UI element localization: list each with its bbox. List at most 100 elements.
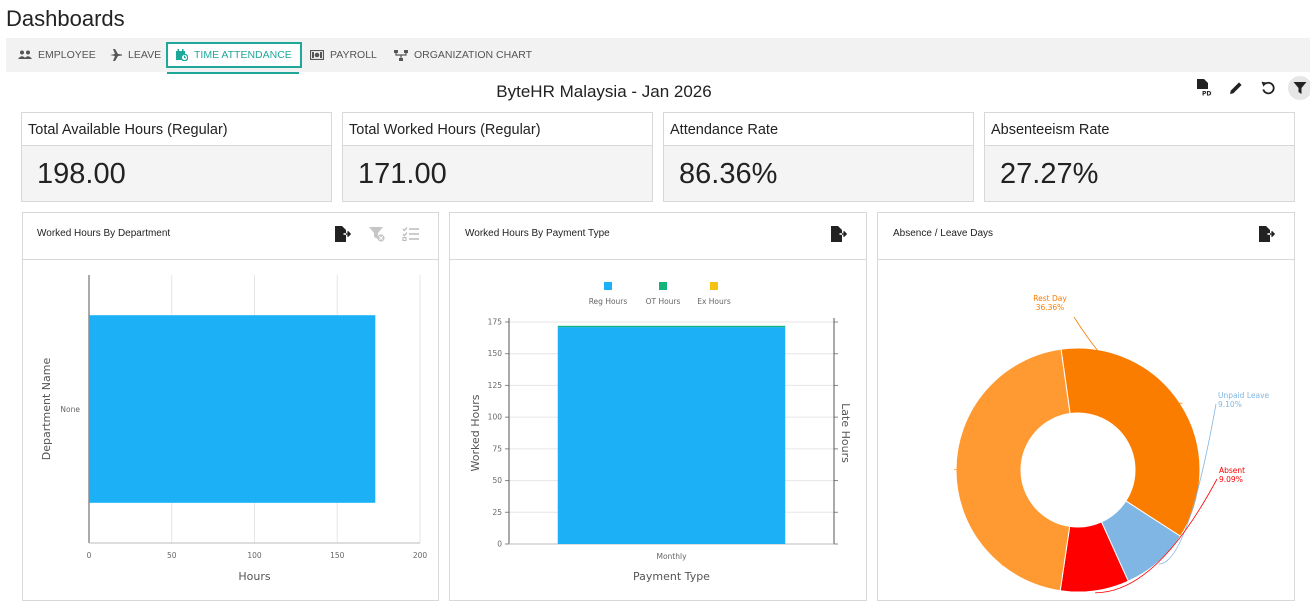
y-tick-label: 50 bbox=[492, 476, 502, 485]
active-tab-indicator bbox=[167, 72, 299, 74]
pdf-export-icon: PDF bbox=[1197, 79, 1212, 98]
edit-button[interactable] bbox=[1224, 76, 1248, 100]
legend-label: Reg Hours bbox=[589, 297, 628, 306]
y-tick-label: 0 bbox=[497, 540, 502, 549]
bar-none bbox=[89, 315, 376, 503]
slice-value: 9.09% bbox=[1219, 475, 1243, 484]
y-tick-label: 175 bbox=[488, 318, 503, 327]
slice-value: 45.45% bbox=[1002, 560, 1031, 569]
filter-icon bbox=[1293, 82, 1307, 94]
x-tick-label: 100 bbox=[247, 551, 262, 560]
legend-label: OT Hours bbox=[646, 297, 681, 306]
filter-button[interactable] bbox=[1288, 76, 1310, 100]
chart-worked-hours-by-payment-type: 0 25 50 75 100 125 150 175 Reg Hours OT Hours Ex H… bbox=[469, 282, 852, 583]
dashboard-tabs: EMPLOYEE LEAVE TIME ATTENDANCE PAYROLL O… bbox=[6, 38, 1310, 72]
kpi-value: 27.27% bbox=[1000, 158, 1099, 190]
slice-value: 36.36% bbox=[1036, 303, 1065, 312]
chart-worked-hours-by-department: 0 50 100 150 200 None Hours Department Name bbox=[40, 275, 428, 583]
kpi-label: Total Available Hours (Regular) bbox=[22, 113, 331, 146]
kpi-value: 171.00 bbox=[358, 158, 447, 190]
y-tick-label: 100 bbox=[488, 413, 503, 422]
slice-label: Absent bbox=[1219, 466, 1245, 475]
tab-label: ORGANIZATION CHART bbox=[414, 49, 533, 61]
users-icon bbox=[18, 50, 32, 59]
reset-button[interactable] bbox=[1256, 76, 1280, 100]
tab-label: TIME ATTENDANCE bbox=[194, 49, 292, 61]
y-tick-label: 75 bbox=[492, 444, 502, 453]
page-title: Dashboards bbox=[6, 6, 125, 31]
tab-label: PAYROLL bbox=[330, 49, 377, 61]
checklist-button[interactable] bbox=[402, 225, 420, 243]
panel-worked-hours-by-department: Worked Hours By Department 0 50 100 150 200 N… bbox=[22, 212, 439, 601]
export-button[interactable] bbox=[830, 225, 848, 243]
kpi-attendance-rate: Attendance Rate 86.36% bbox=[663, 112, 974, 202]
file-export-icon bbox=[831, 226, 848, 242]
y-tick-label: 150 bbox=[488, 349, 503, 358]
tab-employee[interactable]: EMPLOYEE bbox=[10, 42, 104, 68]
legend-swatch bbox=[604, 282, 612, 290]
y-axis-title: Worked Hours bbox=[469, 394, 482, 471]
panel-title: Absence / Leave Days bbox=[893, 228, 994, 239]
svg-text:PDF: PDF bbox=[1202, 91, 1212, 98]
kpi-label: Total Worked Hours (Regular) bbox=[343, 113, 652, 146]
kpi-total-available-hours: Total Available Hours (Regular) 198.00 bbox=[21, 112, 332, 202]
export-button[interactable] bbox=[1258, 225, 1276, 243]
pencil-icon bbox=[1230, 82, 1242, 94]
tab-time-attendance[interactable]: TIME ATTENDANCE bbox=[166, 42, 302, 68]
x-axis-title: Payment Type bbox=[633, 570, 710, 583]
tab-label: EMPLOYEE bbox=[38, 49, 96, 61]
export-button[interactable] bbox=[334, 225, 352, 243]
y-axis-title: Department Name bbox=[40, 358, 53, 461]
kpi-label: Attendance Rate bbox=[664, 113, 973, 146]
pdf-export-button[interactable]: PDF bbox=[1192, 76, 1216, 100]
report-toolbar: PDF bbox=[1192, 76, 1310, 100]
tab-label: LEAVE bbox=[128, 49, 162, 61]
slice-label: Rest Day bbox=[1033, 294, 1067, 303]
slice-day-off bbox=[955, 348, 1071, 592]
slice-label: Unpaid Leave bbox=[1218, 391, 1270, 400]
panel-absence-leave-days: Absence / Leave Days Rest Day 36.36% Unpai… bbox=[877, 212, 1295, 601]
kpi-total-worked-hours: Total Worked Hours (Regular) 171.00 bbox=[342, 112, 653, 202]
y-tick-label: 25 bbox=[492, 508, 502, 517]
file-export-icon bbox=[1259, 226, 1276, 242]
kpi-value: 198.00 bbox=[37, 158, 126, 190]
panel-title: Worked Hours By Department bbox=[37, 228, 171, 239]
filter-clear-icon bbox=[369, 227, 385, 242]
x-tick-label: 50 bbox=[167, 551, 177, 560]
slice-leader-line bbox=[954, 469, 1029, 553]
calendar-clock-icon bbox=[176, 49, 188, 61]
slice-rest-day bbox=[1060, 347, 1201, 537]
undo-icon bbox=[1261, 81, 1275, 95]
y-tick-label: None bbox=[60, 405, 80, 414]
x-tick-label: 0 bbox=[87, 551, 92, 560]
x-tick-label: Monthly bbox=[656, 552, 687, 561]
y2-axis-title: Late Hours bbox=[839, 403, 852, 463]
slice-value: 9.10% bbox=[1218, 400, 1242, 409]
slice-leader-line bbox=[1073, 316, 1183, 404]
bar-ot-hours bbox=[557, 325, 786, 328]
x-tick-label: 200 bbox=[413, 551, 428, 560]
kpi-value: 86.36% bbox=[679, 158, 778, 190]
slice-leader-line bbox=[1158, 403, 1217, 565]
x-axis-title: Hours bbox=[238, 570, 270, 583]
tab-payroll[interactable]: PAYROLL bbox=[302, 42, 385, 68]
slice-label: Day Off bbox=[1002, 551, 1031, 560]
legend-swatch bbox=[659, 282, 667, 290]
tab-leave[interactable]: LEAVE bbox=[102, 42, 169, 68]
plane-icon bbox=[110, 49, 122, 61]
org-chart-icon bbox=[394, 49, 408, 61]
kpi-absenteeism-rate: Absenteeism Rate 27.27% bbox=[984, 112, 1295, 202]
money-icon bbox=[310, 50, 324, 60]
x-tick-label: 150 bbox=[330, 551, 345, 560]
bar-reg-hours bbox=[557, 327, 786, 544]
legend-label: Ex Hours bbox=[697, 297, 731, 306]
panel-worked-hours-by-payment-type: Worked Hours By Payment Type 0 25 50 75 100 1… bbox=[449, 212, 867, 601]
file-export-icon bbox=[335, 226, 352, 242]
kpi-label: Absenteeism Rate bbox=[985, 113, 1294, 146]
checklist-icon bbox=[402, 227, 419, 242]
slice-leader-line bbox=[1095, 478, 1218, 594]
tab-organization-chart[interactable]: ORGANIZATION CHART bbox=[386, 42, 540, 68]
y-tick-label: 125 bbox=[488, 381, 503, 390]
clear-filter-button[interactable] bbox=[368, 225, 386, 243]
